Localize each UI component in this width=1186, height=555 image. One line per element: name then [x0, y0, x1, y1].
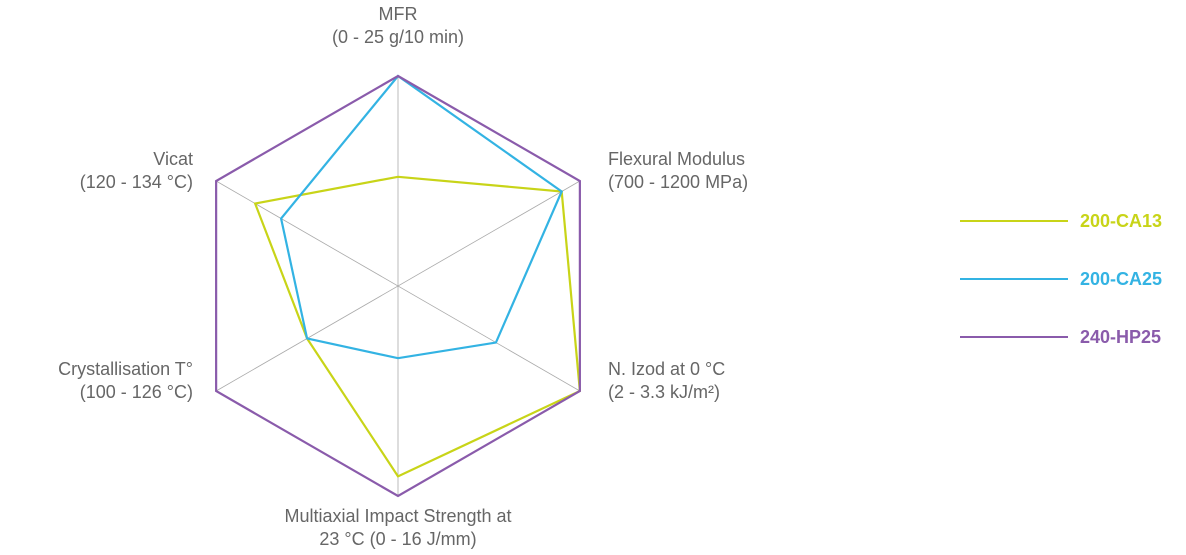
series-240-hp25-polygon	[215, 74, 581, 498]
legend-item: 200-CA25	[960, 267, 1180, 291]
legend-label: 200-CA25	[1080, 269, 1163, 289]
axis-label-range: 23 °C (0 - 16 J/mm)	[319, 529, 477, 549]
axis-label-range: (100 - 126 °C)	[79, 382, 193, 402]
axis-label: Flexural Modulus (700 - 1200 MPa)	[608, 148, 748, 194]
axis-label: Multiaxial Impact Strength at 23 °C (0 - …	[284, 505, 511, 551]
axis-label-name: Multiaxial Impact Strength at	[284, 506, 512, 526]
axis-label-range: (0 - 25 g/10 min)	[331, 27, 465, 47]
axis-label: Crystallisation T° (100 - 126 °C)	[58, 358, 193, 404]
radar-spokes	[215, 76, 581, 496]
axis-label-range: (120 - 134 °C)	[79, 172, 193, 192]
axis-label-name: MFR	[378, 4, 418, 24]
legend-label: 200-CA13	[1080, 211, 1163, 231]
axis-label-range: (700 - 1200 MPa)	[608, 172, 749, 192]
axis-label-name: Vicat	[153, 149, 193, 169]
axis-label: N. Izod at 0 °C (2 - 3.3 kJ/m²)	[608, 358, 725, 404]
axis-label: MFR (0 - 25 g/10 min)	[332, 3, 464, 49]
radar-series-layer	[215, 74, 582, 498]
axis-label-name: N. Izod at 0 °C	[608, 359, 726, 379]
axis-label-name: Flexural Modulus	[608, 149, 746, 169]
legend-swatch	[960, 278, 1068, 280]
radar-spoke	[215, 180, 581, 392]
series-200-ca25-polygon	[279, 74, 564, 360]
legend-item: 200-CA13	[960, 209, 1180, 233]
legend-swatch	[960, 220, 1068, 222]
legend-swatch	[960, 336, 1068, 338]
legend-item: 240-HP25	[960, 325, 1180, 349]
axis-label-range: (2 - 3.3 kJ/m²)	[608, 382, 721, 402]
axis-label-name: Crystallisation T°	[58, 359, 193, 379]
axis-label: Vicat (120 - 134 °C)	[80, 148, 193, 194]
legend-label: 240-HP25	[1080, 327, 1162, 347]
